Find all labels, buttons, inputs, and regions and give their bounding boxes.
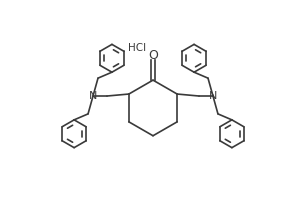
Text: N: N	[209, 91, 217, 101]
Text: N: N	[89, 91, 97, 101]
Text: O: O	[148, 49, 158, 62]
Text: HCl: HCl	[128, 43, 146, 53]
